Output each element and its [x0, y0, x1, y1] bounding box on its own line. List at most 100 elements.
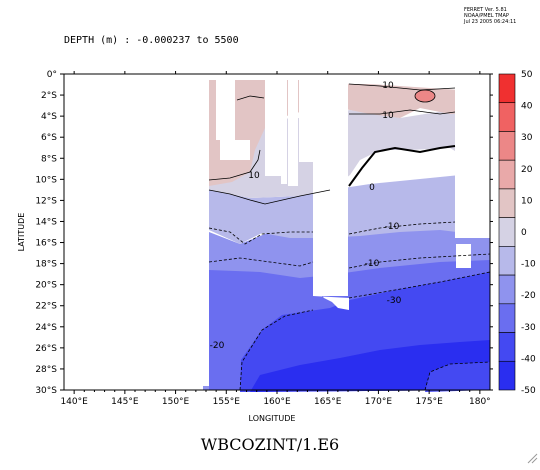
y-axis-label: LATITUDE — [17, 213, 26, 252]
colorbar-label: 0 — [521, 228, 527, 238]
colorbar-swatch — [498, 274, 516, 305]
y-tick-label: 0° — [47, 70, 57, 80]
y-tick-label: 8°S — [41, 154, 57, 164]
colorbar-swatch — [498, 246, 516, 276]
colorbar-swatch — [498, 303, 516, 333]
contour-label: -10 — [365, 259, 380, 269]
contour-label: 0 — [369, 183, 375, 193]
contour-line — [208, 257, 314, 267]
y-tick-label: 28°S — [35, 365, 57, 375]
colorbar-label: -10 — [521, 260, 536, 270]
colorbar-swatch — [498, 332, 516, 362]
land-mask — [265, 74, 281, 176]
x-tick-label: 155°E — [213, 397, 241, 407]
x-tick-label: 170°E — [365, 397, 393, 407]
x-tick-label: 140°E — [60, 397, 88, 407]
resize-grip-icon[interactable] — [526, 452, 538, 464]
land-mask — [216, 74, 235, 140]
colorbar-swatch — [498, 73, 516, 104]
colorbar-swatch — [498, 188, 516, 218]
colorbar-label: 40 — [521, 102, 533, 112]
contour-line — [424, 361, 491, 391]
land-mask — [313, 290, 349, 310]
chart-title: WBCOZINT/1.E6 — [201, 435, 339, 454]
x-tick-label: 175°E — [415, 397, 443, 407]
land-mask — [455, 74, 490, 238]
y-tick-label: 18°S — [35, 260, 57, 270]
x-axis-label: LONGITUDE — [249, 414, 296, 423]
edge-cell — [203, 386, 209, 390]
colorbar-swatch — [498, 360, 516, 391]
land-mask — [220, 140, 250, 160]
contour-line — [208, 189, 331, 205]
contour-line — [349, 109, 456, 115]
colorbar-label: -40 — [521, 354, 536, 364]
colorbar-swatch — [498, 102, 516, 132]
colorbar-label: 50 — [521, 70, 533, 80]
colorbar-swatch — [498, 159, 516, 190]
land-mask — [313, 74, 348, 296]
contour-line — [348, 221, 456, 235]
land-mask — [64, 74, 209, 390]
plot-area — [64, 74, 490, 392]
colorbar-label: 30 — [521, 133, 533, 143]
contour-line — [236, 95, 265, 101]
x-tick-label: 150°E — [162, 397, 190, 407]
colorbar-label: 20 — [521, 165, 533, 175]
colorbar-label: -20 — [521, 291, 536, 301]
contour-line — [208, 227, 313, 245]
y-tick-label: 16°S — [35, 239, 57, 249]
y-tick-label: 30°S — [35, 386, 57, 396]
x-tick-label: 180° — [469, 397, 491, 407]
header: DEPTH (m) : -0.000237 to 5500 FERRET Ver… — [64, 7, 516, 46]
contour-label: -30 — [387, 296, 402, 306]
colorbar-swatch — [498, 131, 516, 161]
y-tick-label: 22°S — [35, 302, 57, 312]
contour-label: -20 — [210, 341, 225, 351]
contour-line — [414, 89, 436, 103]
land-mask — [456, 244, 471, 268]
contour-label: 10 — [382, 81, 394, 91]
contour-label: 10 — [382, 111, 394, 121]
contour-label: 10 — [248, 171, 260, 181]
stamp-line-2: NOAA/PMEL TMAP — [464, 13, 509, 19]
contour-labels: 10 10 10 0 -10 -10 -30 -20 — [210, 81, 402, 351]
y-tick-label: 14°S — [35, 217, 57, 227]
y-tick-label: 26°S — [35, 344, 57, 354]
land-mask — [281, 74, 287, 184]
contour-line — [348, 145, 456, 187]
colorbar-swatch — [498, 217, 516, 247]
colorbar: 50 40 30 20 10 0 -10 -20 -30 -40 -50 — [498, 70, 536, 396]
depth-label: DEPTH (m) : -0.000237 to 5500 — [64, 35, 239, 46]
x-tick-label: 160°E — [263, 397, 291, 407]
stamp-line-1: FERRET Ver. 5.81 — [464, 7, 507, 13]
patch-m40-deep — [425, 362, 490, 392]
contour-line — [348, 271, 491, 299]
contour-line — [239, 309, 314, 391]
contour-line — [348, 253, 491, 269]
contour-lines — [208, 83, 491, 391]
y-tick-label: 6°S — [41, 133, 57, 143]
axes: 140°E 145°E 150°E 155°E 160°E 165°E 170°E 175°E… — [35, 70, 493, 407]
colorbar-label: -30 — [521, 323, 536, 333]
y-tick-label: 2°S — [41, 91, 57, 101]
x-tick-label: 145°E — [111, 397, 139, 407]
colorbar-label: 10 — [521, 196, 533, 206]
land-mask — [299, 74, 313, 162]
y-tick-label: 4°S — [41, 112, 57, 122]
y-tick-label: 10°S — [35, 175, 57, 185]
y-tick-label: 20°S — [35, 281, 57, 291]
land-mask — [288, 74, 298, 186]
contour-line — [348, 83, 456, 91]
band-0to-10 — [209, 172, 490, 244]
patch-pos20 — [415, 90, 435, 102]
stamp-line-3: Jul 23 2005 06:24:11 — [463, 19, 516, 25]
colorbar-label: -50 — [521, 386, 536, 396]
contour-line — [208, 149, 261, 181]
x-tick-label: 165°E — [314, 397, 342, 407]
y-tick-label: 24°S — [35, 323, 57, 333]
contour-label: -10 — [385, 222, 400, 232]
y-tick-label: 12°S — [35, 196, 57, 206]
